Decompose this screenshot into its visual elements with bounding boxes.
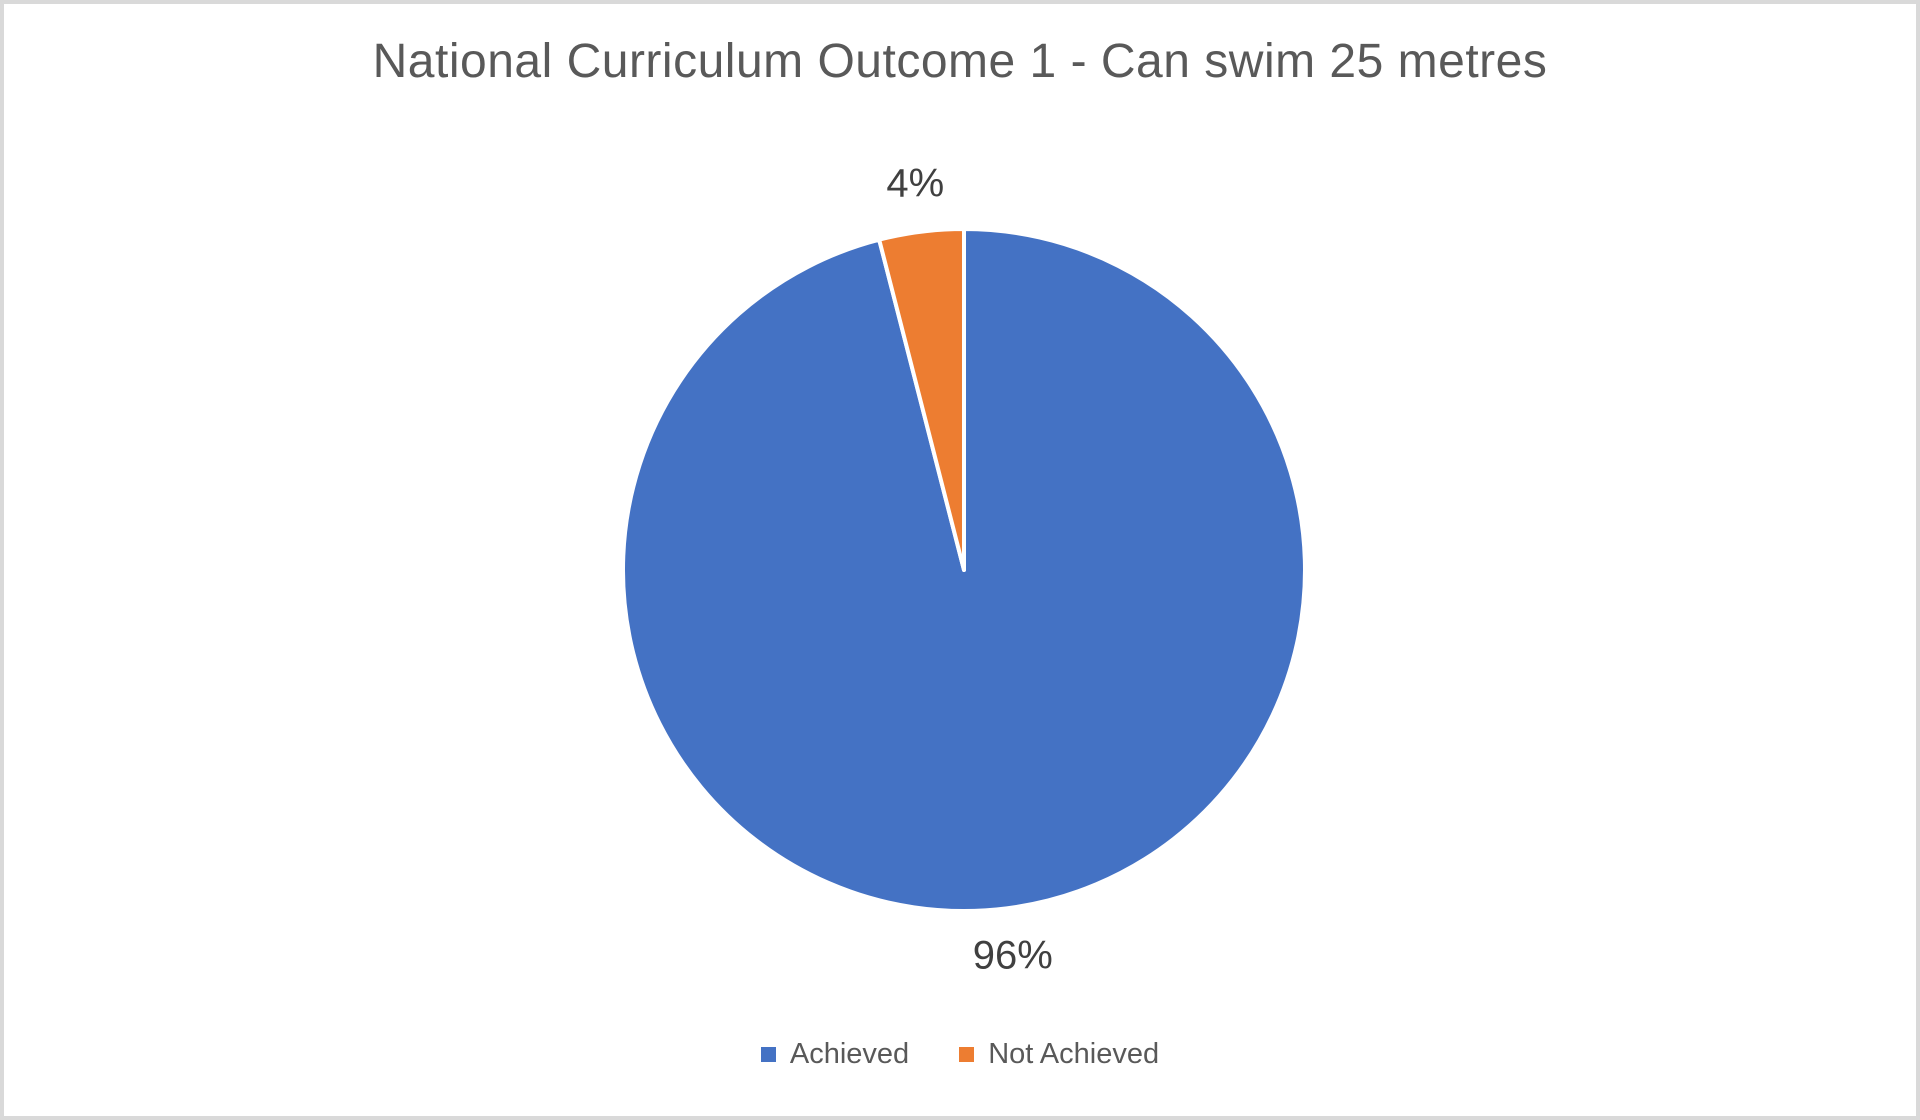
pie-chart [621,227,1307,913]
data-label-achieved: 96% [972,933,1053,978]
legend-swatch-achieved [760,1047,776,1062]
chart-title: National Curriculum Outcome 1 - Can swim… [372,35,1548,88]
legend-label-achieved: Achieved [789,1038,910,1070]
pie-slice-not-achieved[interactable] [877,227,966,572]
legend-item-achieved[interactable]: Achieved [760,1038,910,1071]
chart-legend: Achieved Not Achieved [4,1038,1916,1071]
data-label-not-achieved: 4% [886,161,945,206]
legend-swatch-not-achieved [959,1047,975,1062]
legend-label-not-achieved: Not Achieved [988,1038,1160,1070]
legend-item-not-achieved[interactable]: Not Achieved [959,1038,1159,1071]
